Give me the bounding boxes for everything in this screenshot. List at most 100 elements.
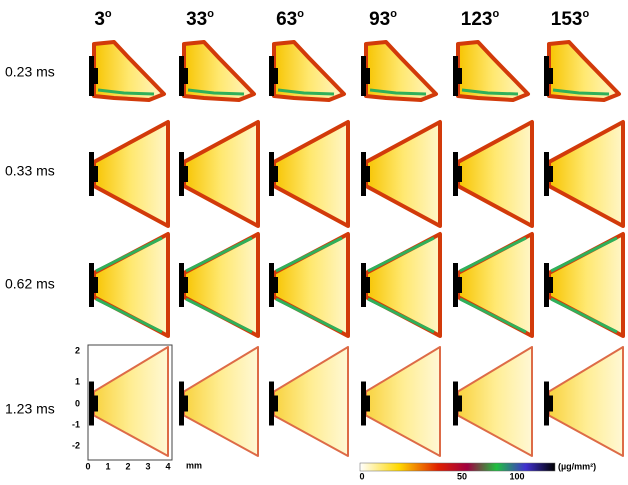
nozzle-tip	[456, 166, 462, 182]
spray	[94, 122, 168, 226]
angle: 153	[551, 9, 583, 30]
nozzle-tip	[182, 68, 188, 84]
nozzle-tip	[92, 68, 98, 84]
colorbar-tick: 100	[509, 471, 524, 480]
spray	[458, 234, 532, 336]
degree-sign: o	[105, 8, 112, 20]
spray	[549, 347, 623, 456]
nozzle-tip	[456, 277, 462, 293]
y-tick-label: -1	[72, 419, 80, 429]
page: 3o33o63o93o123o153o0.23 ms0.33 ms0.62 ms…	[0, 0, 628, 485]
spray	[366, 122, 440, 226]
degree-sign: o	[390, 8, 397, 20]
spray-panel	[544, 42, 619, 100]
row-label: 0.33 ms	[5, 163, 55, 179]
degree-sign: o	[492, 8, 499, 20]
nozzle-tip	[547, 166, 553, 182]
angle: 93	[369, 9, 390, 30]
spray-panel	[361, 42, 436, 100]
spray-panel	[544, 234, 623, 336]
spray-panel	[89, 122, 168, 226]
x-tick-label: 1	[105, 461, 110, 471]
spray-panel	[544, 347, 623, 456]
spray-panel	[453, 42, 528, 100]
y-tick-label: -2	[72, 440, 80, 450]
column-header: 153o	[551, 8, 590, 30]
spray	[184, 347, 258, 456]
degree-sign: o	[207, 8, 214, 20]
nozzle-tip	[547, 277, 553, 293]
nozzle-tip	[92, 166, 98, 182]
spray	[458, 122, 532, 226]
nozzle-tip	[456, 68, 462, 84]
spray-panel	[269, 347, 348, 456]
nozzle-tip	[92, 277, 98, 293]
angle: 63	[276, 9, 297, 30]
figure: 3o33o63o93o123o153o0.23 ms0.33 ms0.62 ms…	[0, 0, 628, 480]
spray-panel	[361, 347, 440, 456]
nozzle-tip	[364, 277, 370, 293]
colorbar-unit: (µg/mm²)	[558, 461, 596, 471]
spray-panel	[269, 234, 348, 336]
spray-panel	[453, 122, 532, 226]
spray-panel	[179, 42, 254, 100]
spray	[366, 234, 440, 336]
spray-panel	[544, 122, 623, 226]
spray	[184, 234, 258, 336]
spray-panel	[89, 347, 168, 456]
spray	[549, 234, 623, 336]
nozzle-tip	[364, 396, 370, 412]
nozzle-tip	[92, 396, 98, 412]
x-unit: mm	[186, 460, 202, 470]
spray	[274, 347, 348, 456]
y-tick-label: 0	[75, 398, 80, 408]
spray-panel	[269, 42, 344, 100]
column-header: 33o	[186, 8, 214, 30]
nozzle-tip	[364, 68, 370, 84]
spray-panel	[361, 234, 440, 336]
nozzle-tip	[456, 396, 462, 412]
nozzle-tip	[182, 166, 188, 182]
spray-panel	[179, 122, 258, 226]
spray	[94, 234, 168, 336]
nozzle-tip	[272, 277, 278, 293]
spray	[366, 347, 440, 456]
nozzle-tip	[182, 277, 188, 293]
spray-panel	[453, 234, 532, 336]
spray-panel	[89, 42, 164, 100]
nozzle-tip	[272, 68, 278, 84]
spray	[274, 122, 348, 226]
spray	[94, 347, 168, 456]
column-header: 93o	[369, 8, 397, 30]
degree-sign: o	[297, 8, 304, 20]
spray-panel	[89, 234, 168, 336]
spray	[549, 122, 623, 226]
row-label: 0.62 ms	[5, 276, 55, 292]
angle: 3	[94, 9, 105, 30]
x-tick-label: 0	[85, 461, 90, 471]
spray-panel	[269, 122, 348, 226]
spray-panel	[179, 234, 258, 336]
angle: 123	[461, 9, 493, 30]
column-header: 63o	[276, 8, 304, 30]
column-header: 123o	[461, 8, 500, 30]
y-tick-label: 1	[75, 376, 80, 386]
spray-panel	[453, 347, 532, 456]
nozzle-tip	[364, 166, 370, 182]
nozzle-tip	[182, 396, 188, 412]
nozzle-tip	[272, 396, 278, 412]
spray	[458, 347, 532, 456]
colorbar-tick: 0	[359, 471, 364, 480]
x-tick-label: 3	[145, 461, 150, 471]
x-tick-label: 2	[125, 461, 130, 471]
x-tick-label: 4	[165, 461, 170, 471]
colorbar-tick: 50	[457, 471, 467, 480]
nozzle-tip	[547, 396, 553, 412]
degree-sign: o	[582, 8, 589, 20]
spray-panel	[179, 347, 258, 456]
colorbar	[360, 463, 555, 471]
row-label: 0.23 ms	[5, 64, 55, 80]
angle: 33	[186, 9, 207, 30]
spray	[184, 122, 258, 226]
spray	[274, 234, 348, 336]
